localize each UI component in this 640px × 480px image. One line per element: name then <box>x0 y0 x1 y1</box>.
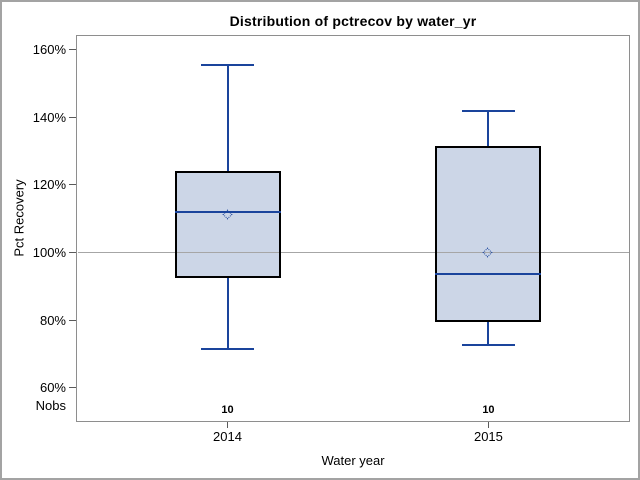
y-tick <box>69 184 76 186</box>
nobs-value: 10 <box>482 404 495 416</box>
y-tick <box>69 252 76 253</box>
whisker-cap-lower <box>201 347 255 350</box>
whisker-cap-lower <box>461 344 515 347</box>
whisker-lower <box>226 277 229 349</box>
whisker-cap-upper <box>201 63 255 66</box>
y-tick-label: 160% <box>32 42 66 58</box>
box-2015 <box>435 146 542 322</box>
y-tick <box>69 387 76 389</box>
median-line <box>435 273 542 276</box>
nobs-row-label: Nobs <box>35 398 66 413</box>
y-tick <box>69 319 76 321</box>
x-tick <box>227 422 229 428</box>
y-tick-label: 120% <box>32 177 66 193</box>
nobs-value: 10 <box>221 404 234 416</box>
x-axis-label: Water year <box>321 453 385 468</box>
y-tick-label: 140% <box>32 109 66 125</box>
reference-line-100pct <box>77 252 629 253</box>
x-tick-label: 2015 <box>473 429 503 444</box>
y-tick <box>69 49 76 51</box>
y-tick-label: 100% <box>32 245 66 260</box>
whisker-cap-upper <box>461 109 515 112</box>
whisker-upper <box>487 110 490 147</box>
x-tick-label: 2014 <box>213 429 242 444</box>
box-fill <box>435 146 542 322</box>
box-2014 <box>174 171 281 278</box>
chart-title: Distribution of pctrecov by water_yr <box>229 13 477 29</box>
y-tick <box>69 116 76 118</box>
x-tick <box>487 422 489 428</box>
whisker-lower <box>487 321 490 346</box>
plot-area <box>76 35 630 422</box>
y-tick-label: 80% <box>39 312 66 328</box>
box-fill <box>174 171 281 278</box>
y-tick-label: 60% <box>39 380 66 396</box>
whisker-upper <box>226 64 229 172</box>
median-line <box>174 210 281 213</box>
